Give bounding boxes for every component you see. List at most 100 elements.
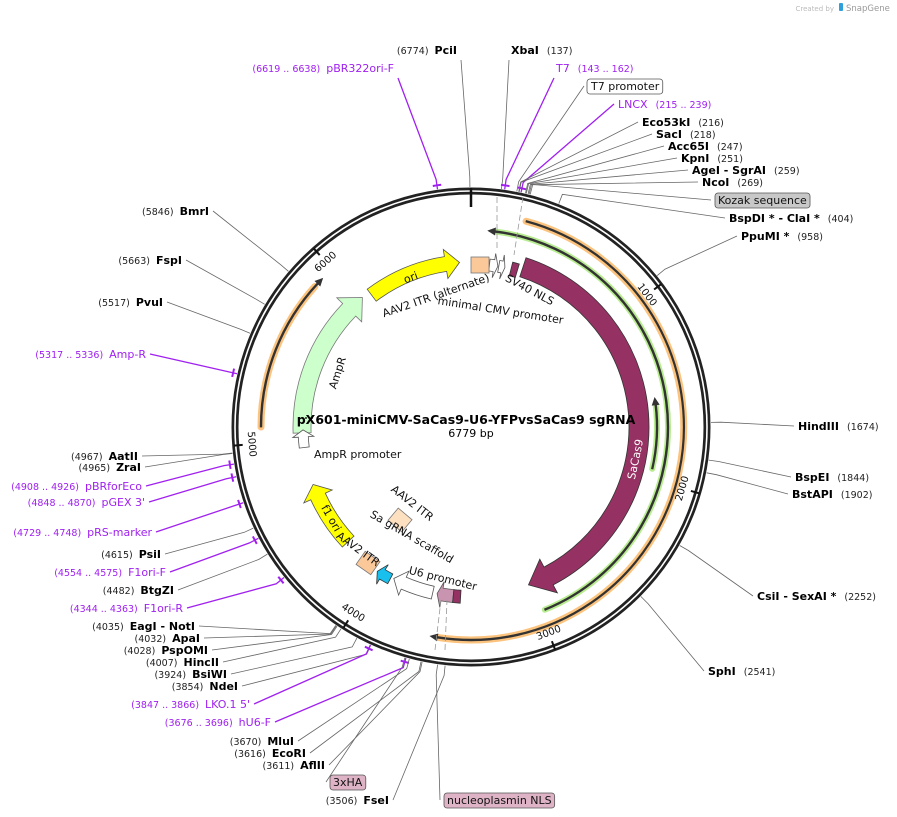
primer-f1ori-r[interactable]: (4344 .. 4363) F1ori-R: [70, 602, 183, 615]
site-csii-sexai-[interactable]: CsiI - SexAI * (2252): [757, 590, 876, 603]
primer-lko-1-5-[interactable]: (3847 .. 3866) LKO.1 5': [131, 698, 250, 711]
site-hindiii[interactable]: HindIII (1674): [798, 420, 879, 433]
site-name: EcoRI: [272, 747, 306, 760]
site-pspomi[interactable]: (4028) PspOMI: [124, 644, 208, 657]
ampr-feature[interactable]: [292, 297, 363, 434]
feature-dash-line: [434, 599, 442, 651]
site-apai[interactable]: (4032) ApaI: [134, 632, 200, 645]
site-fsei[interactable]: (3506) FseI: [326, 794, 389, 807]
site-name: NcoI: [702, 176, 729, 189]
site-name: Amp-R: [109, 348, 146, 361]
primer-mark: [500, 183, 510, 188]
site-psii[interactable]: (4615) PsiI: [101, 548, 161, 561]
site-position: 6619 .. 6638: [256, 64, 316, 75]
svg-text:(5663)FspI: (5663) FspI: [118, 254, 182, 267]
svg-text:(4615)PsiI: (4615) PsiI: [101, 548, 161, 561]
ampr-promoter-label[interactable]: AmpR promoter: [314, 448, 402, 461]
site-position: 1902: [845, 490, 869, 501]
ori-label[interactable]: ori: [402, 269, 420, 286]
primer-t7[interactable]: T7 (143 .. 162): [555, 62, 634, 75]
primer-pbr322ori-f[interactable]: (6619 .. 6638) pBR322ori-F: [252, 62, 394, 75]
site-position-close: ): [796, 166, 800, 177]
site-position-close: ): [229, 718, 233, 729]
site-pcii[interactable]: (6774) PciI: [397, 44, 457, 57]
site-position-close: ): [739, 154, 743, 165]
site-bmri[interactable]: (5846) BmrI: [142, 205, 209, 218]
primer-pbrforeco[interactable]: (4908 .. 4926) pBRforEco: [11, 480, 142, 493]
primer-hu6-f[interactable]: (3676 .. 3696) hU6-F: [165, 716, 271, 729]
aav2-itr-box[interactable]: [387, 507, 413, 533]
primer-pgex-3-[interactable]: (4848 .. 4870) pGEX 3': [28, 496, 145, 509]
ampr-promoter-feature[interactable]: [291, 429, 316, 449]
site-position-close: ): [106, 463, 110, 474]
site-position-open: (: [11, 482, 15, 493]
site-position: 4965: [82, 463, 106, 474]
site-kpni[interactable]: KpnI (251): [681, 152, 743, 165]
feature-box-t7-promoter[interactable]: T7 promoter: [586, 78, 664, 95]
svg-text:(4028)PspOMI: (4028) PspOMI: [124, 644, 208, 657]
aav2-itr-alt-box[interactable]: [470, 256, 490, 274]
site-ppumi-[interactable]: PpuMI * (958): [741, 230, 823, 243]
ampr-label[interactable]: AmpR: [326, 355, 349, 391]
site-aatii[interactable]: (4967) AatII: [71, 450, 138, 463]
site-position: 3611: [266, 761, 290, 772]
feature-box-3xha[interactable]: 3xHA: [329, 774, 367, 791]
site-position-open: (: [263, 761, 267, 772]
leader-line: [169, 537, 259, 573]
site-eagi-noti[interactable]: (4035) EagI - NotI: [92, 620, 195, 633]
primer-lncx[interactable]: LNCX (215 .. 239): [618, 98, 711, 111]
site-position-open: (: [717, 142, 721, 153]
site-bspei[interactable]: BspEI (1844): [795, 471, 869, 484]
site-fspi[interactable]: (5663) FspI: [118, 254, 182, 267]
site-aflii[interactable]: (3611) AflII: [263, 759, 325, 772]
site-xbai[interactable]: XbaI (137): [511, 44, 572, 57]
site-position-open: (: [828, 214, 832, 225]
site-position-open: (: [744, 667, 748, 678]
feature-box-nucleoplasmin-nls[interactable]: nucleoplasmin NLS: [443, 792, 556, 809]
ori-feature[interactable]: [366, 248, 461, 302]
minimal-cmv-promoter-feature[interactable]: [488, 253, 499, 278]
u6-promoter-feature[interactable]: [393, 570, 435, 600]
svg-text:SacI(218): SacI (218): [656, 128, 716, 141]
site-hincii[interactable]: (4007) HincII: [146, 656, 219, 669]
primer-amp-r[interactable]: (5317 .. 5336) Amp-R: [35, 348, 146, 361]
site-position: 3854: [175, 682, 199, 693]
feature-box-kozak-sequence[interactable]: Kozak sequence: [714, 192, 811, 209]
site-position-open: (: [230, 737, 234, 748]
site-agei-sgrai[interactable]: AgeI - SgrAI (259): [692, 164, 800, 177]
site-eco53ki[interactable]: Eco53kI (216): [642, 116, 724, 129]
dark-small-feature[interactable]: [452, 589, 462, 604]
box-background: [443, 792, 556, 809]
site-ndei[interactable]: (3854) NdeI: [172, 680, 238, 693]
f1-ori-feature[interactable]: [302, 484, 355, 548]
site-saci[interactable]: SacI (218): [656, 128, 716, 141]
primer-mark: [277, 576, 285, 584]
site-bstapi[interactable]: BstAPI (1902): [792, 488, 872, 501]
site-position-open: (: [172, 682, 176, 693]
minimal-cmv-promoter-feature-2[interactable]: [497, 254, 506, 280]
site-mlui[interactable]: (3670) MluI: [230, 735, 294, 748]
leader-line: [525, 145, 665, 194]
primer-f1ori-f[interactable]: (4554 .. 4575) F1ori-F: [54, 566, 166, 579]
site-bspdi-clai-[interactable]: BspDI * - ClaI * (404): [729, 212, 853, 225]
site-ncoi[interactable]: NcoI (269): [702, 176, 763, 189]
site-ecori[interactable]: (3616) EcoRI: [234, 747, 306, 760]
site-name: pRS-marker: [87, 526, 152, 539]
site-btgzi[interactable]: (4482) BtgZI: [103, 584, 174, 597]
site-zrai[interactable]: (4965) ZraI: [78, 461, 141, 474]
blue-feature[interactable]: [376, 564, 394, 585]
site-acc65i[interactable]: Acc65I (247): [668, 140, 743, 153]
aav2-itr-box-2[interactable]: [355, 550, 381, 576]
primer-prs-marker[interactable]: (4729 .. 4748) pRS-marker: [13, 526, 152, 539]
site-bsiwi[interactable]: (3924) BsiWI: [154, 668, 227, 681]
svg-text:Eco53kI(216): Eco53kI (216): [642, 116, 724, 129]
sv40-nls-feature[interactable]: [508, 261, 520, 278]
sacas9-feature[interactable]: [519, 257, 650, 594]
site-position-close: ): [425, 46, 429, 57]
svg-text:(4482)BtgZI: (4482) BtgZI: [103, 584, 174, 597]
small-green-arc-arrow: [651, 396, 660, 470]
site-sphi[interactable]: SphI (2541): [708, 665, 775, 678]
site-pvui[interactable]: (5517) PvuI: [98, 296, 163, 309]
site-position-open: (: [13, 528, 17, 539]
site-position: 3847 .. 3866: [135, 700, 195, 711]
